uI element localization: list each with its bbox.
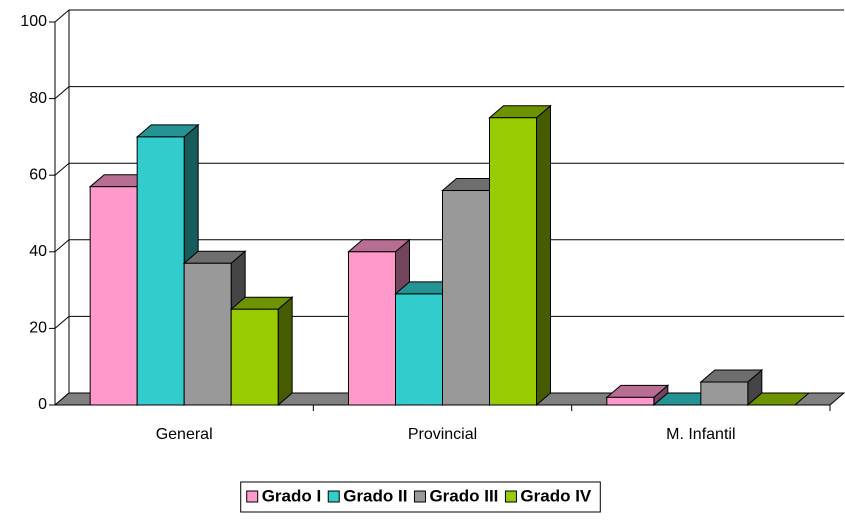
y-tick-label: 80 [29, 90, 47, 107]
bar [605, 384, 670, 407]
grid-side [54, 9, 70, 23]
bar-front [348, 251, 396, 406]
bar-front [89, 186, 138, 406]
y-tick-label: 20 [29, 320, 47, 337]
bar-front [230, 308, 279, 406]
bar [488, 104, 552, 407]
grid-side [54, 86, 70, 99]
legend-label: Grado IV [520, 486, 592, 505]
bar-front [606, 396, 655, 406]
legend-swatch [246, 490, 259, 503]
x-tick-label: Provincial [408, 426, 477, 443]
legend-swatch [413, 490, 426, 503]
bar-top [746, 392, 811, 406]
bar-front [136, 136, 185, 406]
x-tick-label: General [156, 426, 213, 443]
grid-side [54, 316, 70, 329]
legend-swatch [327, 490, 340, 503]
grid-side [54, 162, 70, 176]
bar-front [183, 262, 232, 406]
bar [699, 368, 764, 407]
legend: Grado I Grado II Grado III Grado IV [240, 481, 601, 513]
bar [229, 296, 294, 407]
bar-side [277, 296, 293, 407]
legend-label: Grado III [429, 486, 498, 505]
y-tick-label: 40 [29, 243, 47, 260]
y-tick-label: 60 [29, 166, 47, 183]
y-tick-label: 100 [20, 13, 47, 30]
bar [746, 392, 811, 406]
legend-label: Grado II [343, 486, 407, 505]
bar-front [442, 190, 490, 406]
bar-front [700, 381, 749, 406]
bar-front [489, 117, 537, 406]
y-tick-label: 0 [38, 396, 47, 413]
bar-side [536, 104, 551, 407]
grid-side [54, 239, 70, 253]
bar-front [395, 293, 443, 406]
x-tick-label: M. Infantil [666, 426, 735, 443]
legend-label: Grado I [262, 486, 322, 505]
legend-swatch [504, 490, 517, 503]
